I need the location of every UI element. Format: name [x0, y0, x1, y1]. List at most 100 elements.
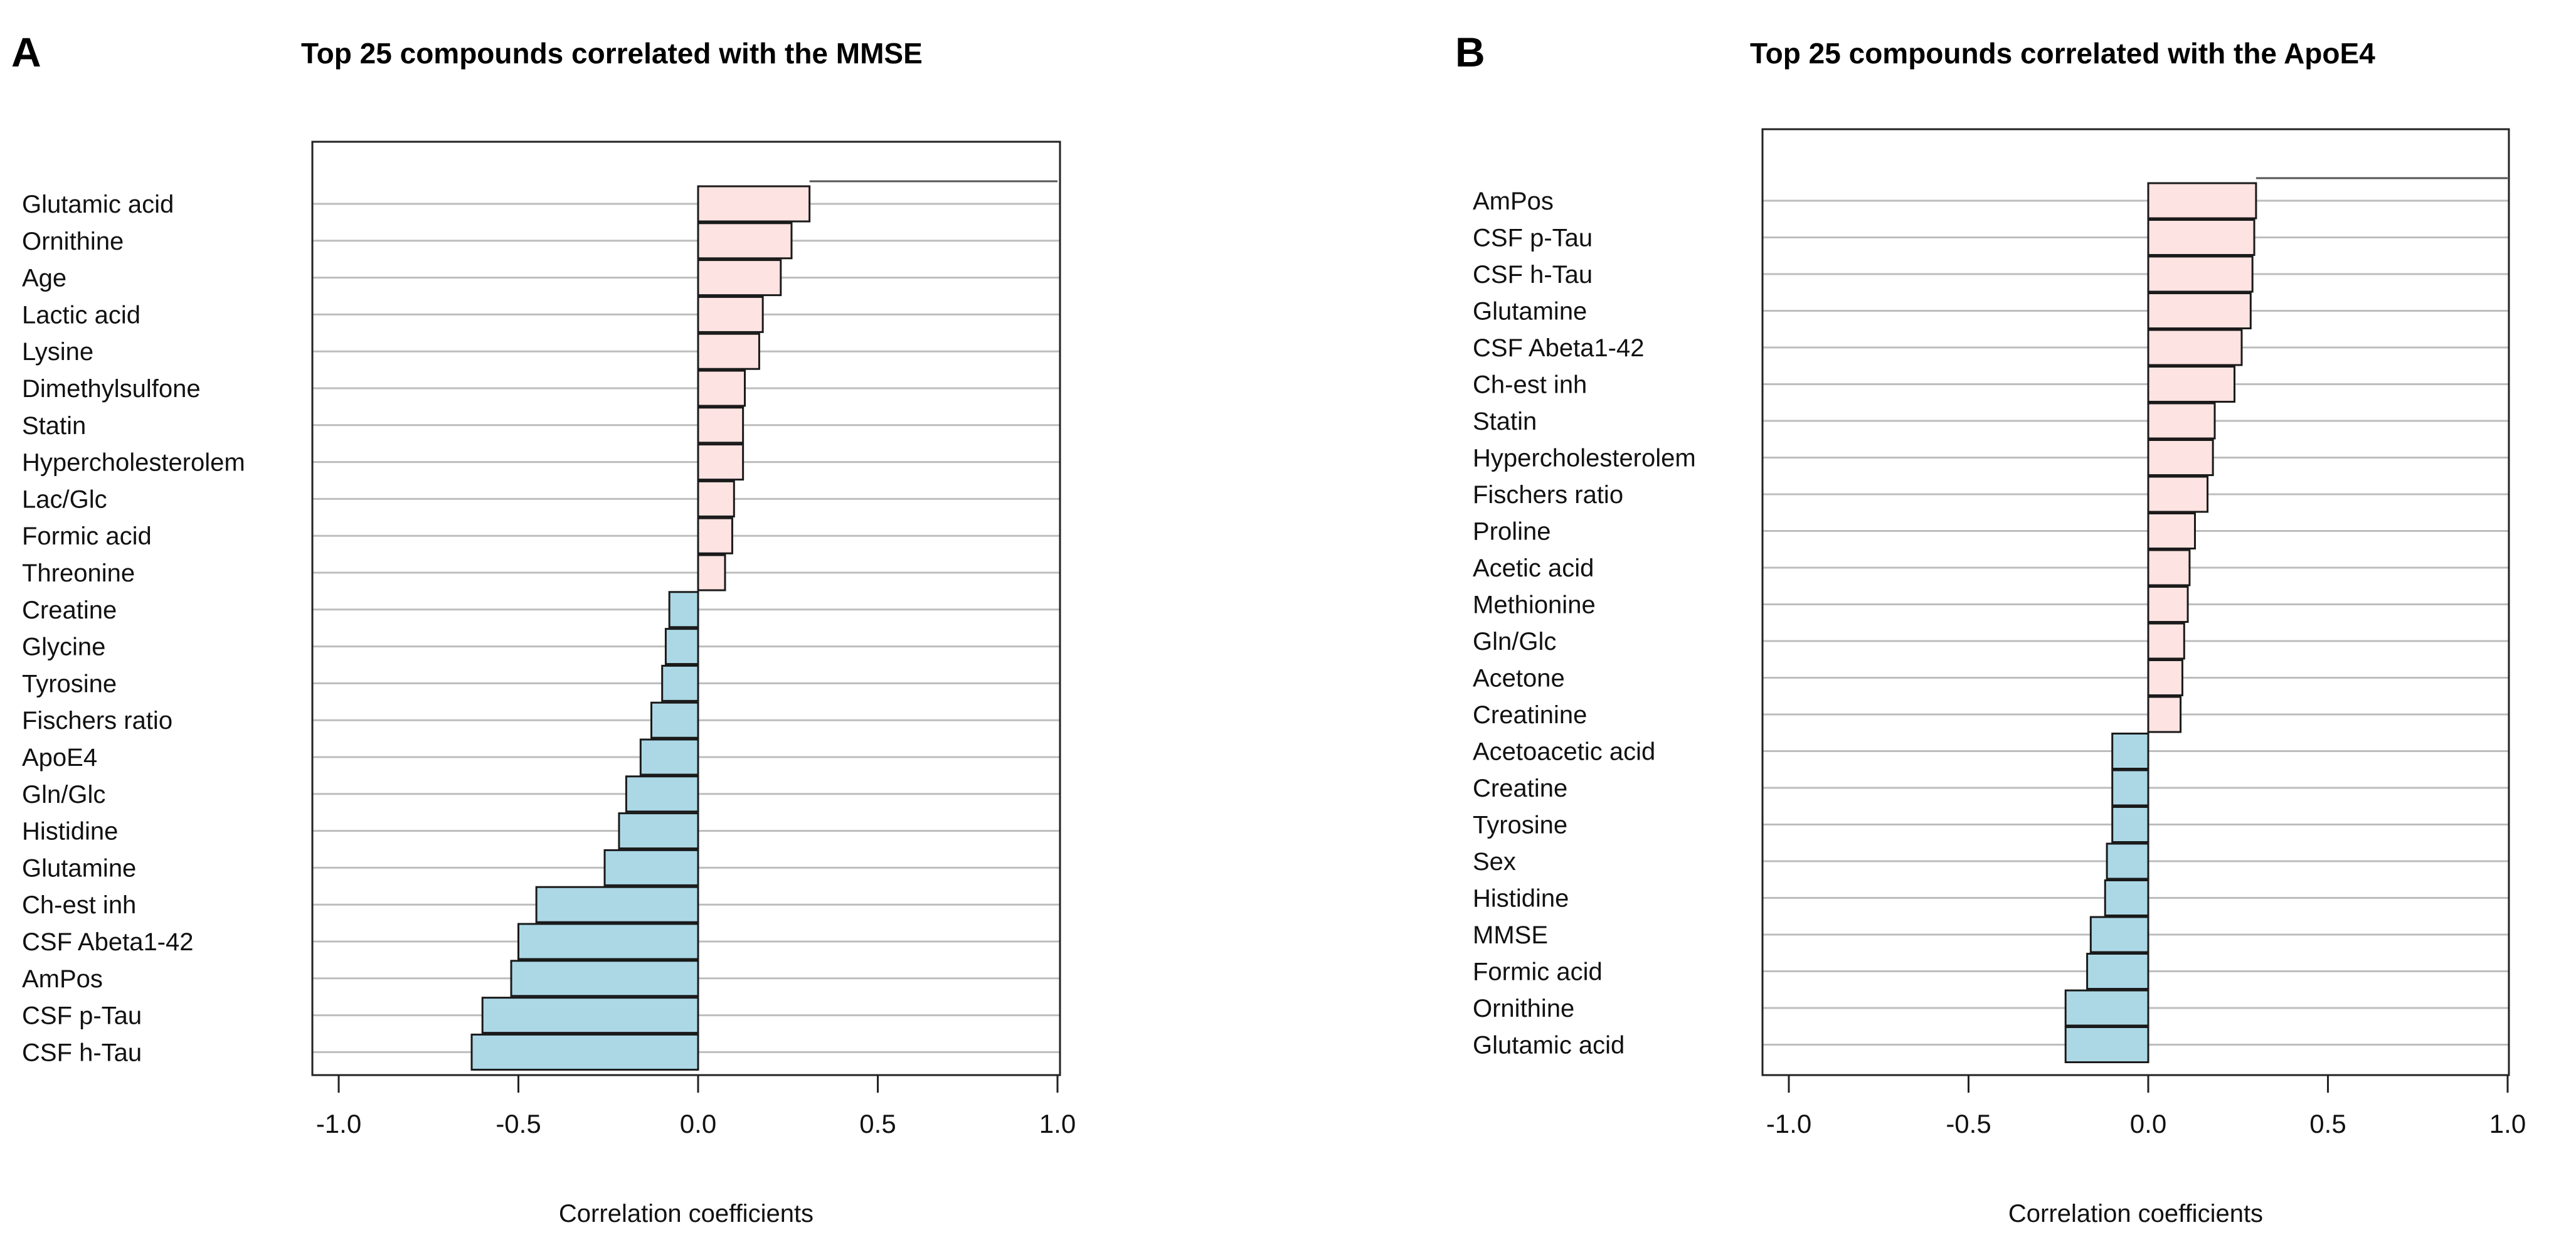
category-label: Hypercholesterolem: [1473, 445, 1696, 472]
bar: [2104, 879, 2149, 916]
bar: [517, 923, 699, 960]
category-label: Statin: [1473, 408, 1537, 435]
chart-title: Top 25 compounds correlated with the MMS…: [301, 37, 923, 70]
x-tick-label: -0.5: [496, 1109, 541, 1138]
category-label: Age: [22, 265, 66, 292]
category-label: Creatine: [1473, 775, 1567, 802]
bar: [697, 222, 793, 260]
category-label: Histidine: [1473, 885, 1569, 913]
category-label: Ch-est inh: [22, 891, 136, 919]
chart-plot-b: AmPos CSF p-Tau CSF h-Tau Glutamine CSF Abet…: [1473, 128, 2526, 1228]
bar: [650, 701, 699, 739]
bar: [664, 628, 699, 666]
bar: [2147, 512, 2196, 549]
panel-letter: B: [1455, 29, 1485, 75]
bar: [510, 960, 699, 997]
bar: [661, 664, 699, 702]
x-tick-label: 0.0: [680, 1109, 716, 1138]
category-label: CSF Abeta1-42: [1473, 334, 1645, 362]
bar: [2086, 953, 2149, 990]
bar: [2147, 659, 2183, 696]
category-label: Sex: [1473, 848, 1516, 876]
bar: [2064, 1026, 2149, 1063]
bar: [2147, 549, 2191, 586]
category-label: Acetone: [1473, 665, 1565, 692]
bar: [2089, 916, 2149, 953]
x-tick-label: 1.0: [1039, 1109, 1076, 1138]
bar: [2147, 219, 2255, 256]
bar: [697, 517, 733, 554]
panel-letter: A: [11, 29, 41, 75]
bar: [697, 185, 811, 223]
x-axis-label: Correlation coefficients: [559, 1200, 814, 1228]
bar: [2147, 439, 2214, 476]
category-label: AmPos: [1473, 188, 1554, 215]
bar: [2147, 292, 2252, 329]
x-tick-label: 0.5: [859, 1109, 896, 1138]
category-label: Formic acid: [1473, 958, 1603, 986]
bar: [2106, 842, 2149, 880]
bar: [625, 775, 699, 813]
category-label: Proline: [1473, 518, 1551, 546]
category-label: Glutamic acid: [1473, 1032, 1625, 1059]
bar: [668, 591, 699, 628]
bar: [2111, 733, 2149, 770]
bar: [2064, 989, 2149, 1027]
panel-b: B Top 25 compounds correlated with the A…: [1455, 0, 2576, 1257]
category-label: Methionine: [1473, 591, 1596, 619]
bar: [697, 295, 764, 333]
category-label: CSF p-Tau: [1473, 225, 1593, 252]
bar: [2147, 402, 2216, 440]
bar: [697, 554, 726, 591]
category-label: Lactic acid: [22, 301, 140, 329]
category-label: Glutamine: [22, 854, 136, 882]
category-label: Creatinine: [1473, 701, 1587, 729]
category-label: Acetic acid: [1473, 554, 1594, 582]
x-tick-label: -1.0: [1766, 1109, 1811, 1138]
category-label: Ornithine: [1473, 995, 1574, 1022]
category-label: CSF h-Tau: [1473, 261, 1593, 289]
category-label: Gln/Glc: [22, 781, 105, 809]
panel-a: A Top 25 compounds correlated with the M…: [0, 0, 1280, 1257]
category-label: Glutamic acid: [22, 191, 174, 218]
bar: [618, 812, 699, 850]
bar: [2147, 366, 2236, 403]
category-label: Threonine: [22, 560, 135, 587]
x-tick-label: -1.0: [316, 1109, 361, 1138]
bar: [2147, 696, 2182, 733]
category-label: Dimethylsulfone: [22, 375, 201, 403]
bar: [481, 997, 699, 1034]
bar: [603, 849, 699, 886]
plot-frame: [311, 141, 1061, 1076]
category-label: Fischers ratio: [1473, 481, 1623, 509]
category-label: CSF Abeta1-42: [22, 928, 194, 956]
category-label: Formic acid: [22, 522, 152, 550]
bar: [2147, 475, 2209, 513]
bar: [2147, 622, 2185, 660]
bar: [2147, 329, 2243, 366]
bar: [639, 738, 699, 776]
bar: [2147, 586, 2189, 623]
category-label: Glycine: [22, 634, 105, 661]
category-label: Gln/Glc: [1473, 628, 1556, 655]
bar: [697, 369, 746, 407]
x-tick-label: 0.5: [2309, 1109, 2346, 1138]
x-tick-label: -0.5: [1946, 1109, 1991, 1138]
x-tick-label: 1.0: [2489, 1109, 2526, 1138]
category-label: Histidine: [22, 818, 118, 846]
category-label: Glutamine: [1473, 298, 1587, 326]
category-label: Tyrosine: [22, 670, 117, 697]
category-label: Fischers ratio: [22, 707, 172, 735]
chart-plot-a: Glutamic acid Ornithine Age Lactic acid Lysi…: [22, 141, 1076, 1228]
bar: [697, 406, 745, 444]
bar: [2147, 182, 2257, 220]
category-label: Lac/Glc: [22, 485, 107, 513]
bar: [697, 443, 745, 481]
category-label: Statin: [22, 412, 86, 440]
bar: [535, 886, 699, 923]
x-tick-label: 0.0: [2130, 1109, 2166, 1138]
category-label: Ch-est inh: [1473, 371, 1587, 399]
category-label: AmPos: [22, 965, 103, 993]
bar: [697, 259, 782, 297]
category-label: MMSE: [1473, 921, 1548, 949]
